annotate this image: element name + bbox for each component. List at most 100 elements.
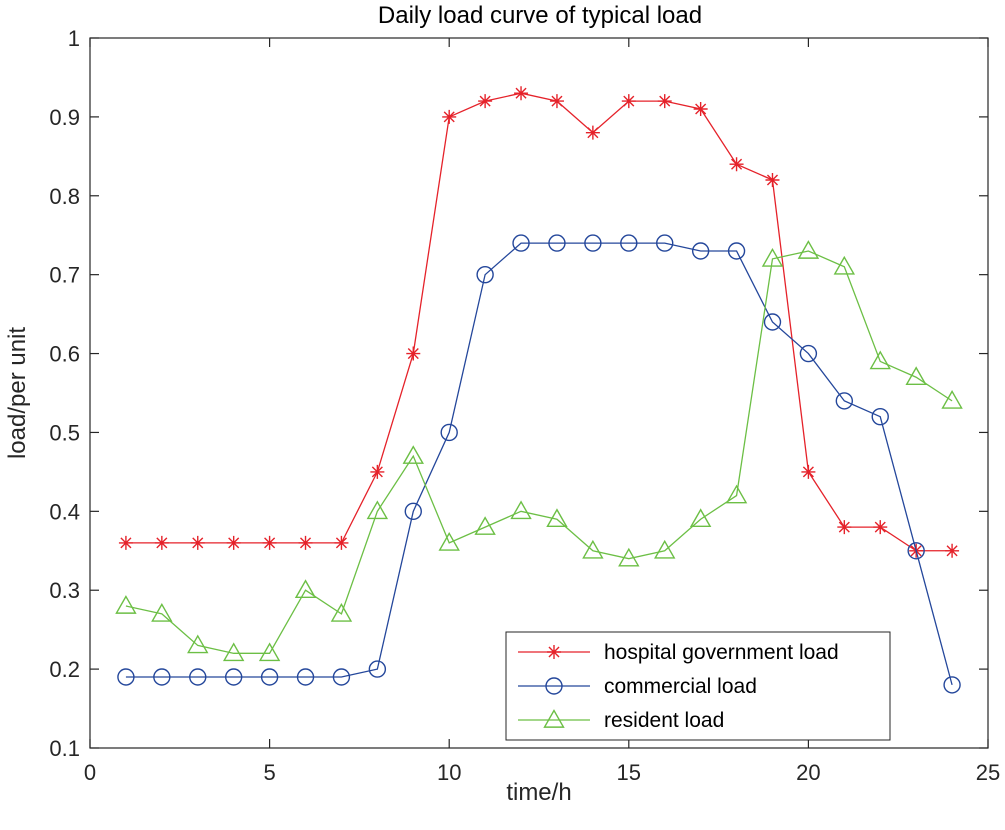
- data-point: [190, 535, 205, 550]
- data-point: [869, 350, 891, 370]
- series-commercial-load: [117, 234, 961, 694]
- data-point: [187, 634, 209, 654]
- data-point: [584, 234, 602, 252]
- data-point: [406, 346, 421, 361]
- y-tick-label: 0.9: [49, 105, 80, 130]
- legend-label: resident load: [604, 709, 724, 732]
- series-layer: [115, 86, 963, 694]
- legend-entry[interactable]: hospital government load: [518, 641, 839, 664]
- x-tick-label: 25: [976, 760, 1000, 785]
- legend[interactable]: hospital government load commercial load r…: [505, 631, 891, 741]
- legend-box: [505, 631, 891, 741]
- data-point: [258, 642, 281, 662]
- y-tick-label: 0.5: [49, 420, 80, 445]
- data-point: [514, 86, 529, 101]
- y-tick-label: 1: [68, 26, 80, 51]
- data-point: [296, 668, 315, 686]
- y-tick-label: 0.8: [49, 184, 80, 209]
- data-point: [618, 547, 640, 567]
- data-point: [941, 389, 963, 409]
- data-point: [115, 595, 137, 614]
- data-point: [799, 344, 818, 363]
- data-point: [478, 94, 493, 109]
- x-tick-label: 15: [617, 760, 641, 785]
- data-point: [621, 94, 636, 109]
- data-point: [654, 539, 676, 559]
- data-point: [620, 234, 638, 252]
- x-tick-label: 5: [263, 760, 275, 785]
- legend-label: commercial load: [604, 675, 757, 698]
- data-point: [727, 242, 746, 260]
- data-point: [943, 676, 961, 694]
- data-point: [370, 464, 385, 479]
- x-axis-title: time/h: [506, 779, 571, 806]
- data-point: [548, 234, 566, 252]
- data-point: [404, 502, 422, 521]
- data-point: [330, 602, 353, 622]
- legend-label: hospital government load: [604, 641, 839, 664]
- data-point: [512, 234, 530, 252]
- series-line: [125, 242, 953, 686]
- legend-entry[interactable]: resident load: [518, 709, 724, 732]
- data-point: [510, 500, 532, 520]
- data-point: [873, 520, 888, 535]
- data-point: [657, 94, 672, 109]
- data-point: [298, 535, 313, 550]
- data-point: [151, 602, 173, 622]
- data-point: [476, 265, 494, 284]
- data-point: [262, 535, 277, 550]
- data-point: [153, 668, 171, 686]
- y-tick-label: 0.2: [49, 657, 80, 682]
- data-point: [763, 313, 782, 331]
- y-axis-title: load/per unit: [4, 327, 31, 459]
- chart-title: Daily load curve of typical load: [378, 2, 702, 29]
- legend-marker: [547, 645, 561, 659]
- data-point: [729, 157, 744, 172]
- data-point: [118, 535, 133, 550]
- data-point: [474, 516, 496, 535]
- y-tick-label: 0.6: [49, 342, 80, 367]
- data-point: [189, 668, 207, 686]
- data-point: [833, 255, 856, 275]
- data-point: [945, 543, 960, 558]
- data-point: [582, 539, 604, 559]
- data-point: [442, 109, 457, 124]
- data-point: [837, 520, 852, 535]
- data-point: [226, 535, 241, 550]
- data-point: [907, 542, 925, 560]
- data-point: [154, 535, 169, 550]
- data-point: [438, 531, 460, 551]
- x-tick-label: 0: [84, 760, 96, 785]
- data-point: [294, 579, 317, 599]
- data-point: [765, 173, 780, 187]
- data-point: [725, 484, 748, 504]
- data-point: [835, 392, 854, 410]
- data-point: [366, 500, 389, 520]
- series-resident-load: [115, 240, 963, 662]
- legend-marker: [545, 677, 563, 695]
- data-point: [546, 508, 568, 528]
- data-point: [440, 423, 458, 442]
- y-axis: 0.1 0.2 0.3 0.4 0.5 0.6 0.7 0.8 0.9 1: [49, 26, 988, 761]
- legend-entry[interactable]: commercial load: [518, 675, 757, 698]
- data-point: [689, 508, 712, 528]
- legend-marker: [543, 709, 565, 728]
- y-tick-label: 0.1: [49, 736, 80, 761]
- data-point: [334, 535, 349, 550]
- y-tick-label: 0.7: [49, 263, 80, 288]
- x-tick-label: 20: [796, 760, 820, 785]
- data-point: [905, 366, 927, 386]
- data-point: [656, 234, 674, 252]
- data-point: [797, 240, 820, 259]
- y-tick-label: 0.4: [49, 499, 80, 524]
- data-point: [693, 102, 708, 116]
- data-point: [260, 668, 279, 686]
- data-point: [585, 125, 600, 140]
- x-tick-label: 10: [437, 760, 461, 785]
- x-axis: 0 5 10 15 20 25: [84, 38, 1000, 785]
- data-point: [222, 642, 245, 662]
- series-hospital-government-load: [118, 86, 960, 558]
- y-tick-label: 0.3: [49, 578, 80, 603]
- data-point: [332, 668, 351, 686]
